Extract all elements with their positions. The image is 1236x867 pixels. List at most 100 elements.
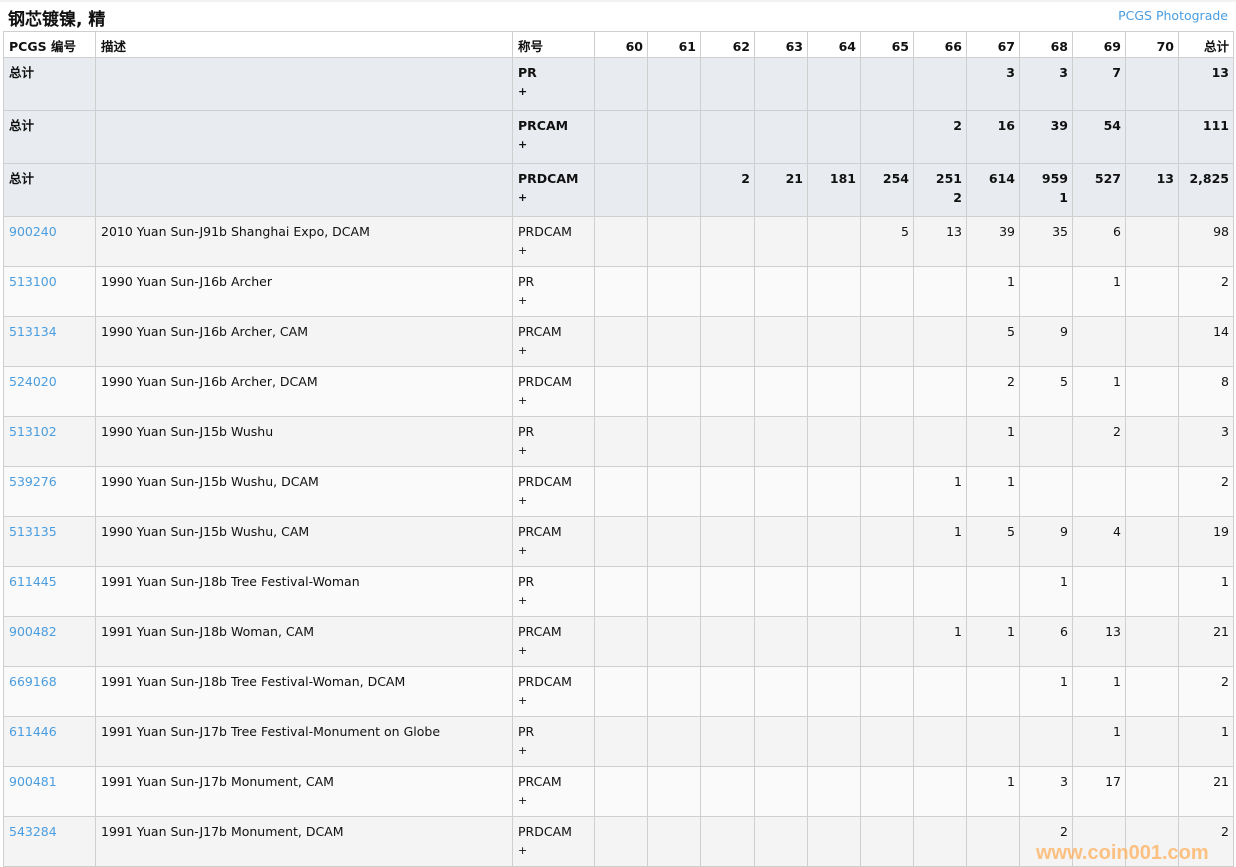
plus-toggle[interactable]: + bbox=[518, 85, 528, 98]
plus-toggle[interactable]: + bbox=[518, 344, 528, 357]
table-row: 513135 1990 Yuan Sun-J15b Wushu, CAM PRCAM… bbox=[3, 516, 1234, 567]
col-header-grade-67[interactable]: 67 bbox=[966, 31, 1020, 58]
plus-toggle[interactable]: + bbox=[518, 294, 528, 307]
pcgs-id-link[interactable]: 611446 bbox=[9, 724, 57, 739]
designation: PR bbox=[518, 274, 535, 289]
grade-cell-64 bbox=[807, 110, 861, 164]
grade-cell-67: 39 bbox=[966, 216, 1020, 267]
description-cell: 1990 Yuan Sun-J16b Archer, CAM bbox=[95, 316, 513, 367]
col-header-total[interactable]: 总计 bbox=[1178, 31, 1234, 58]
pcgs-id-link[interactable]: 539276 bbox=[9, 474, 57, 489]
total-label: 总计 bbox=[9, 171, 35, 186]
grade-cell-68: 3 bbox=[1019, 766, 1073, 817]
pcgs-id-link[interactable]: 513102 bbox=[9, 424, 57, 439]
pcgs-id-link[interactable]: 513134 bbox=[9, 324, 57, 339]
grade-cell-68: 1 bbox=[1019, 566, 1073, 617]
pcgs-id-link[interactable]: 543284 bbox=[9, 824, 57, 839]
col-header-grade-61[interactable]: 61 bbox=[647, 31, 701, 58]
pcgs-id-link[interactable]: 611445 bbox=[9, 574, 57, 589]
grade-cell-68 bbox=[1019, 266, 1073, 317]
pcgs-id-link[interactable]: 524020 bbox=[9, 374, 57, 389]
plus-toggle[interactable]: + bbox=[518, 244, 528, 257]
col-header-grade-64[interactable]: 64 bbox=[807, 31, 861, 58]
pcgs-id-link[interactable]: 900481 bbox=[9, 774, 57, 789]
col-header-grade-70[interactable]: 70 bbox=[1125, 31, 1179, 58]
grade-cell-63 bbox=[754, 266, 808, 317]
col-header-grade-62[interactable]: 62 bbox=[700, 31, 755, 58]
grade-cell-64 bbox=[807, 666, 861, 717]
pcgs-id-link[interactable]: 513135 bbox=[9, 524, 57, 539]
table-row: 524020 1990 Yuan Sun-J16b Archer, DCAM PRD… bbox=[3, 366, 1234, 417]
plus-toggle[interactable]: + bbox=[518, 138, 528, 151]
grade-cell-62 bbox=[700, 316, 755, 367]
plus-toggle[interactable]: + bbox=[518, 694, 528, 707]
designation: PRDCAM bbox=[518, 824, 572, 839]
grade-cell-66 bbox=[913, 766, 967, 817]
grade-cell-65 bbox=[860, 110, 914, 164]
plus-toggle[interactable]: + bbox=[518, 644, 528, 657]
plus-toggle[interactable]: + bbox=[518, 744, 528, 757]
grade-cell-60 bbox=[594, 416, 648, 467]
grade-cell-62 bbox=[700, 416, 755, 467]
grade-cell-70 bbox=[1125, 616, 1179, 667]
designation-cell: PRCAM + bbox=[512, 616, 595, 667]
grade-cell-68: 35 bbox=[1019, 216, 1073, 267]
plus-toggle[interactable]: + bbox=[518, 444, 528, 457]
plus-toggle[interactable]: + bbox=[518, 794, 528, 807]
grade-cell-70: 13 bbox=[1125, 163, 1179, 217]
description-cell: 1990 Yuan Sun-J15b Wushu, CAM bbox=[95, 516, 513, 567]
plus-toggle[interactable]: + bbox=[518, 594, 528, 607]
id-cell: 总计 bbox=[3, 110, 96, 164]
col-header-grade-69[interactable]: 69 bbox=[1072, 31, 1126, 58]
plus-toggle[interactable]: + bbox=[518, 544, 528, 557]
grade-cell-69: 1 bbox=[1072, 366, 1126, 417]
plus-toggle[interactable]: + bbox=[518, 844, 528, 857]
pcgs-id-link[interactable]: 669168 bbox=[9, 674, 57, 689]
grade-cell-60 bbox=[594, 666, 648, 717]
description-cell bbox=[95, 110, 513, 164]
col-header-id[interactable]: PCGS 编号 bbox=[3, 31, 96, 58]
total-cell: 8 bbox=[1178, 366, 1234, 417]
grade-cell-62 bbox=[700, 366, 755, 417]
col-header-desc[interactable]: 描述 bbox=[95, 31, 513, 58]
grade-cell-69: 1 bbox=[1072, 666, 1126, 717]
grade-cell-66 bbox=[913, 416, 967, 467]
description-cell: 1991 Yuan Sun-J17b Tree Festival-Monumen… bbox=[95, 716, 513, 767]
grade-cell-63 bbox=[754, 716, 808, 767]
grade-cell-70 bbox=[1125, 316, 1179, 367]
grade-cell-68 bbox=[1019, 466, 1073, 517]
designation-cell: PRDCAM + bbox=[512, 216, 595, 267]
total-cell: 21 bbox=[1178, 616, 1234, 667]
grade-cell-61 bbox=[647, 216, 701, 267]
photograde-link[interactable]: PCGS Photograde bbox=[1118, 8, 1228, 23]
total-cell: 2,825 bbox=[1178, 163, 1234, 217]
grade-cell-68: 3 bbox=[1019, 57, 1073, 111]
grade-cell-69: 1 bbox=[1072, 266, 1126, 317]
grade-cell-60 bbox=[594, 816, 648, 867]
col-header-grade-66[interactable]: 66 bbox=[913, 31, 967, 58]
plus-toggle[interactable]: + bbox=[518, 494, 528, 507]
col-header-grade-68[interactable]: 68 bbox=[1019, 31, 1073, 58]
plus-toggle[interactable]: + bbox=[518, 394, 528, 407]
grade-cell-62 bbox=[700, 110, 755, 164]
id-cell: 539276 bbox=[3, 466, 96, 517]
plus-toggle[interactable]: + bbox=[518, 191, 528, 204]
col-header-grade-63[interactable]: 63 bbox=[754, 31, 808, 58]
col-header-grade-65[interactable]: 65 bbox=[860, 31, 914, 58]
total-row: 总计 PRCAM +2 16 39 54 111 bbox=[3, 110, 1234, 164]
grade-cell-63 bbox=[754, 516, 808, 567]
pcgs-id-link[interactable]: 900240 bbox=[9, 224, 57, 239]
grade-cell-63 bbox=[754, 216, 808, 267]
designation-cell: PRDCAM + bbox=[512, 666, 595, 717]
grade-cell-62 bbox=[700, 716, 755, 767]
grade-cell-61 bbox=[647, 816, 701, 867]
pcgs-id-link[interactable]: 513100 bbox=[9, 274, 57, 289]
col-header-designation[interactable]: 称号 bbox=[512, 31, 595, 58]
id-cell: 669168 bbox=[3, 666, 96, 717]
grade-cell-66 bbox=[913, 816, 967, 867]
table-row: 900482 1991 Yuan Sun-J18b Woman, CAM PRCAM… bbox=[3, 616, 1234, 667]
pcgs-id-link[interactable]: 900482 bbox=[9, 624, 57, 639]
grade-cell-69: 4 bbox=[1072, 516, 1126, 567]
col-header-grade-60[interactable]: 60 bbox=[594, 31, 648, 58]
grade-cell-63 bbox=[754, 366, 808, 417]
